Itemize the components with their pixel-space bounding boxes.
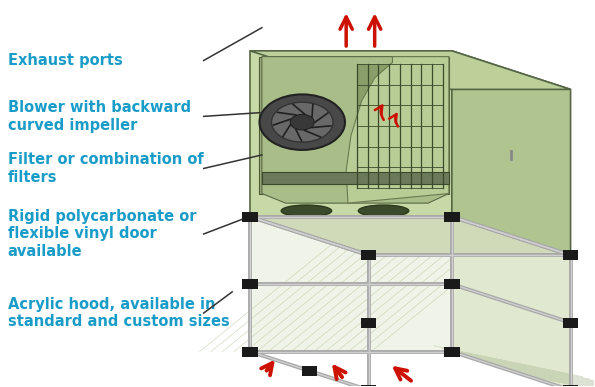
Polygon shape <box>250 217 452 352</box>
Ellipse shape <box>358 205 409 217</box>
Text: Rigid polycarbonate or
flexible vinyl door
available: Rigid polycarbonate or flexible vinyl do… <box>8 209 196 259</box>
Text: Acrylic hood, available in
standard and custom sizes: Acrylic hood, available in standard and … <box>8 297 230 329</box>
Polygon shape <box>259 57 449 194</box>
Bar <box>444 212 459 222</box>
Circle shape <box>259 94 345 150</box>
Polygon shape <box>250 217 571 255</box>
Bar <box>361 385 377 387</box>
Bar <box>563 385 578 387</box>
Bar <box>242 347 258 356</box>
Polygon shape <box>262 172 449 184</box>
Polygon shape <box>250 51 452 217</box>
Text: Filter or combination of
filters: Filter or combination of filters <box>8 152 203 185</box>
Polygon shape <box>250 51 571 89</box>
Circle shape <box>271 102 333 142</box>
Polygon shape <box>452 51 571 255</box>
Polygon shape <box>262 57 449 203</box>
Polygon shape <box>357 64 443 188</box>
Ellipse shape <box>281 205 331 217</box>
Bar <box>563 250 578 260</box>
Bar <box>242 279 258 289</box>
Text: Blower with backward
curved impeller: Blower with backward curved impeller <box>8 100 191 133</box>
Bar <box>444 347 459 356</box>
Polygon shape <box>346 57 449 203</box>
Text: Exhaust ports: Exhaust ports <box>8 53 123 68</box>
Bar <box>563 318 578 328</box>
Bar <box>444 279 459 289</box>
Circle shape <box>290 115 314 130</box>
Bar <box>242 212 258 222</box>
Bar <box>361 250 377 260</box>
Bar <box>302 366 317 376</box>
Polygon shape <box>452 217 571 387</box>
Bar <box>361 318 377 328</box>
